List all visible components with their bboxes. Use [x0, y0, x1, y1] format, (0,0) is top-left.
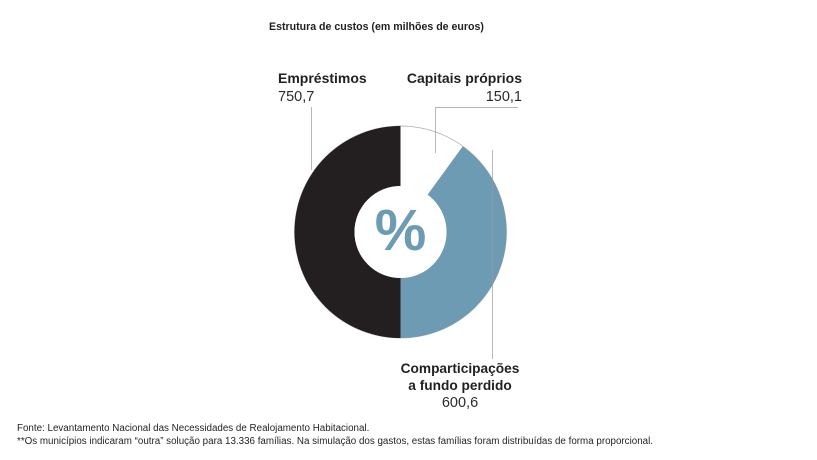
- svg-text:%: %: [375, 198, 427, 263]
